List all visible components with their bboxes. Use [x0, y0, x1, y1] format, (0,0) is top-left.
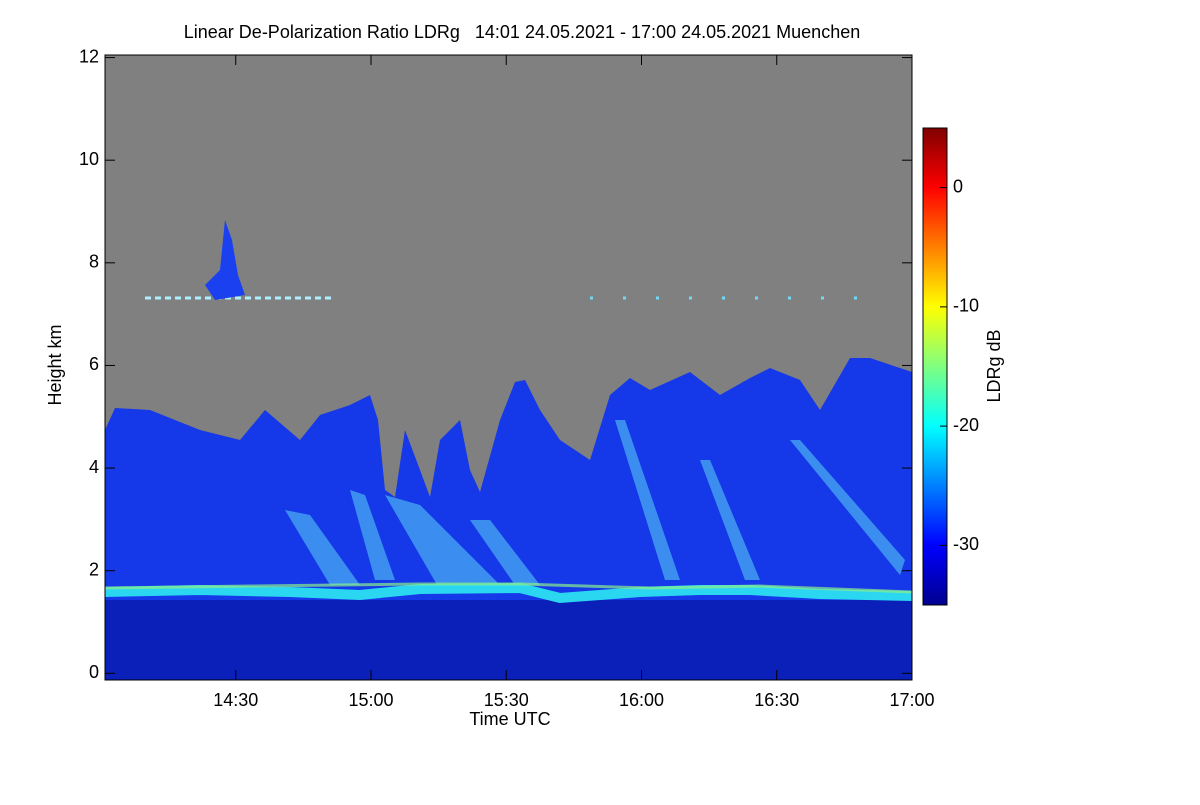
- plot-frame: [104, 54, 913, 681]
- y-tick-label: 10: [79, 149, 99, 169]
- colorbar-tick-label: -30: [953, 534, 979, 554]
- x-tick-label: 15:00: [348, 690, 393, 710]
- colorbar-label: LDRg dB: [984, 329, 1004, 402]
- colorbar-tick-label: 0: [953, 176, 963, 196]
- chart-title: Linear De-Polarization Ratio LDRg 14:01 …: [184, 22, 860, 42]
- x-axis-label: Time UTC: [469, 709, 550, 729]
- heatmap-field: [105, 55, 912, 680]
- y-tick-label: 2: [89, 559, 99, 579]
- y-tick-label: 4: [89, 457, 99, 477]
- y-tick-label: 12: [79, 46, 99, 66]
- x-tick-label: 14:30: [213, 690, 258, 710]
- y-tick-label: 6: [89, 354, 99, 374]
- x-tick-label: 16:00: [619, 690, 664, 710]
- colorbar-tick-label: -20: [953, 415, 979, 435]
- x-tick-label: 16:30: [754, 690, 799, 710]
- colorbar-tick-label: -10: [953, 296, 979, 316]
- y-tick-label: 8: [89, 252, 99, 272]
- x-tick-label: 17:00: [889, 690, 934, 710]
- y-tick-label: 0: [89, 662, 99, 682]
- x-tick-label: 15:30: [484, 690, 529, 710]
- y-axis-label: Height km: [45, 324, 65, 405]
- colorbar: [922, 127, 948, 606]
